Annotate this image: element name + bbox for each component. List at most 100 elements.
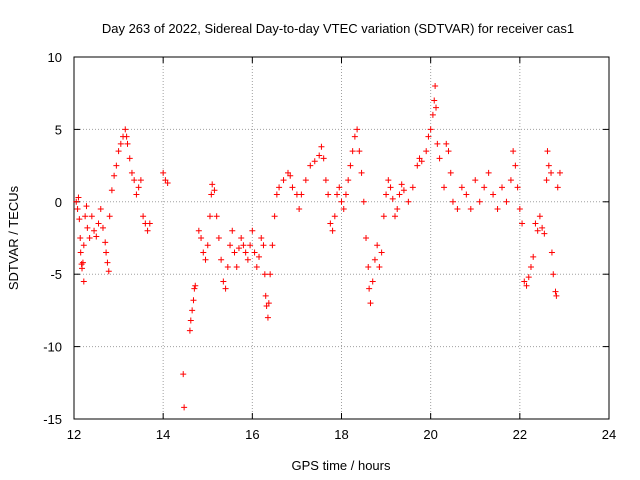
data-point (434, 140, 441, 147)
data-point (409, 184, 416, 191)
data-point (242, 249, 249, 256)
data-point (467, 206, 474, 213)
data-point (371, 256, 378, 263)
data-point (160, 169, 167, 176)
data-point (374, 242, 381, 249)
data-point (425, 133, 432, 140)
data-point (519, 220, 526, 227)
data-point (126, 155, 133, 162)
data-point (144, 227, 151, 234)
data-point (289, 184, 296, 191)
data-point (262, 292, 269, 299)
data-point (539, 224, 546, 231)
data-point (345, 177, 352, 184)
data-point (181, 404, 188, 411)
data-point (503, 198, 510, 205)
data-point (265, 300, 272, 307)
data-point (322, 177, 329, 184)
data-point (208, 191, 215, 198)
data-point (356, 148, 363, 155)
data-point (552, 288, 559, 295)
data-point (258, 235, 265, 241)
data-point (544, 148, 551, 155)
data-point (423, 148, 430, 155)
data-point (340, 206, 347, 213)
data-point (229, 227, 236, 234)
x-tick-label: 24 (602, 427, 616, 442)
data-point (532, 220, 539, 227)
data-point (108, 187, 115, 194)
data-point (135, 184, 142, 191)
data-point (398, 181, 405, 188)
data-point (140, 213, 147, 220)
data-point (378, 249, 385, 256)
data-point (556, 169, 563, 176)
data-point (77, 235, 84, 241)
data-point (204, 242, 211, 249)
data-point (527, 263, 534, 270)
y-tick-label: -10 (43, 340, 62, 355)
data-point (481, 184, 488, 191)
data-point (472, 177, 479, 184)
data-point (82, 213, 89, 220)
data-point (79, 265, 86, 272)
data-point (318, 143, 325, 150)
data-point (494, 206, 501, 213)
data-point (189, 307, 196, 314)
data-point (296, 206, 303, 213)
data-point (320, 155, 327, 162)
data-point (261, 271, 268, 278)
data-point (545, 162, 552, 169)
data-point (111, 172, 118, 179)
data-point (200, 249, 207, 256)
x-tick-label: 14 (156, 427, 170, 442)
x-tick-label: 20 (423, 427, 437, 442)
data-point (380, 213, 387, 220)
data-point (405, 198, 412, 205)
data-point (222, 285, 229, 292)
data-point (311, 158, 318, 165)
data-point (213, 213, 220, 220)
data-point (354, 126, 361, 133)
y-tick-labels: 10 5 0 -5 -10 -15 (43, 50, 62, 427)
data-point (186, 327, 193, 334)
data-point (329, 227, 336, 234)
data-point (128, 169, 135, 176)
data-point (103, 249, 110, 256)
data-point (227, 242, 234, 249)
data-point (327, 220, 334, 227)
data-point (80, 242, 87, 249)
data-point (123, 133, 130, 140)
data-point (202, 256, 209, 263)
data-point (516, 206, 523, 213)
data-point (235, 245, 242, 252)
chart-title: Day 263 of 2022, Sidereal Day-to-day VTE… (102, 21, 574, 36)
data-point (73, 198, 80, 205)
data-point (358, 169, 365, 176)
data-point (512, 162, 519, 169)
data-point (548, 249, 555, 256)
data-point (514, 184, 521, 191)
data-point (146, 220, 153, 227)
data-point (376, 263, 383, 270)
data-point (431, 97, 438, 104)
data-point (383, 191, 390, 198)
data-point (269, 242, 276, 249)
data-point (79, 259, 86, 266)
data-point (86, 235, 93, 241)
data-point (251, 249, 258, 256)
data-point (441, 184, 448, 191)
data-point (553, 292, 560, 299)
data-point (525, 274, 532, 281)
data-point (429, 111, 436, 118)
data-point (215, 235, 222, 241)
data-point (476, 198, 483, 205)
data-point (77, 249, 84, 256)
data-point (271, 213, 278, 220)
data-point (122, 126, 129, 133)
data-point (95, 220, 102, 227)
data-point (331, 213, 338, 220)
data-point (220, 278, 227, 285)
data-point (369, 278, 376, 285)
